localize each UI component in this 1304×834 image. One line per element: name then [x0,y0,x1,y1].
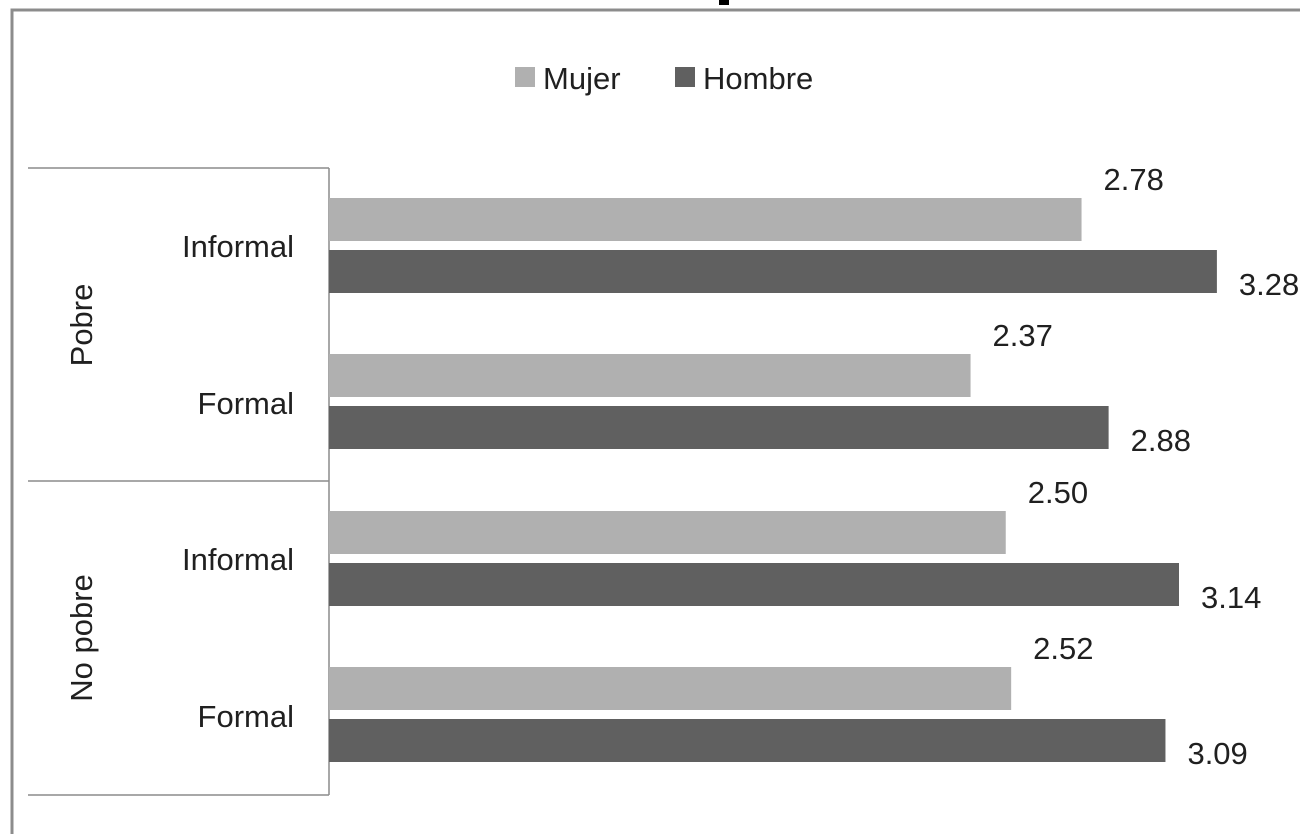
chart-border [10,8,1300,834]
title-fragment [719,0,729,5]
legend-label-mujer: Mujer [543,61,621,96]
bar-mujer-no-pobre-formal [329,667,1012,710]
data-label-mujer-no-pobre-informal: 2.50 [1028,475,1088,510]
bar-labels: 2.78 2.37 2.50 2.52 3.28 2.88 3.14 3.09 [993,162,1300,771]
category-label-pobre-informal: Informal [182,229,294,264]
legend: Mujer Hombre [515,61,813,96]
bar-hombre-pobre-formal [329,406,1109,449]
data-label-hombre-pobre-formal: 2.88 [1131,423,1191,458]
bar-mujer-no-pobre-informal [329,511,1006,554]
bar-hombre-pobre-informal [329,250,1217,293]
group-label-pobre: Pobre [64,284,99,367]
bar-hombre-no-pobre-informal [329,563,1179,606]
legend-label-hombre: Hombre [703,61,813,96]
legend-swatch-mujer [515,67,535,87]
legend-swatch-hombre [675,67,695,87]
data-label-hombre-no-pobre-formal: 3.09 [1187,736,1247,771]
data-label-hombre-no-pobre-informal: 3.14 [1201,580,1261,615]
bars [329,198,1217,762]
bar-mujer-pobre-formal [329,354,971,397]
bar-mujer-pobre-informal [329,198,1082,241]
category-label-no-pobre-formal: Formal [198,699,294,734]
group-label-no-pobre: No pobre [64,574,99,702]
category-label-no-pobre-informal: Informal [182,542,294,577]
category-label-pobre-formal: Formal [198,386,294,421]
data-label-hombre-pobre-informal: 3.28 [1239,267,1299,302]
data-label-mujer-pobre-formal: 2.37 [993,318,1053,353]
bar-hombre-no-pobre-formal [329,719,1166,762]
data-label-mujer-no-pobre-formal: 2.52 [1033,631,1093,666]
data-label-mujer-pobre-informal: 2.78 [1104,162,1164,197]
